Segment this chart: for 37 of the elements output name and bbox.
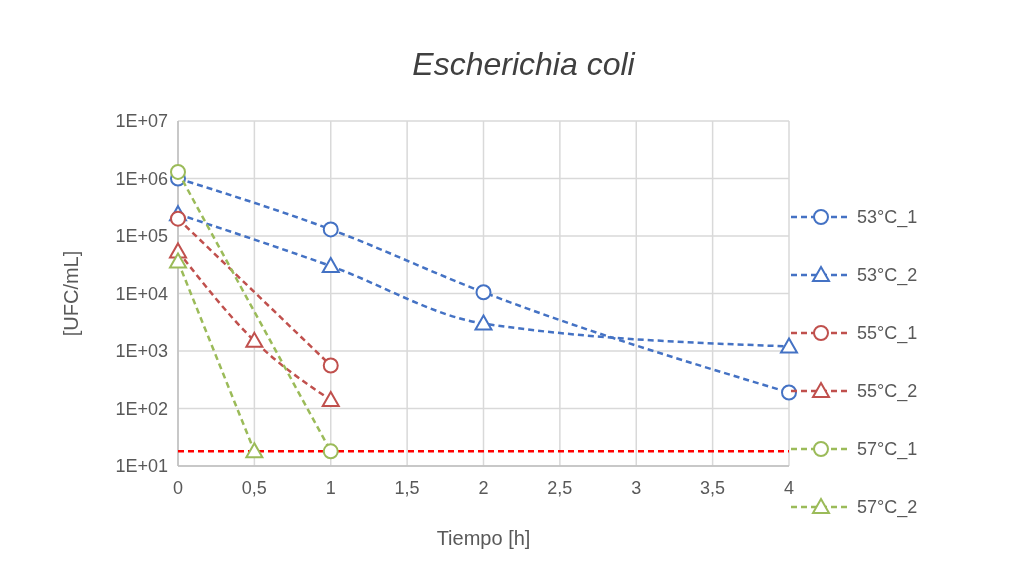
legend-label: 55°C_1 — [857, 323, 918, 345]
x-axis-title: Tiempo [h] — [436, 527, 531, 549]
point — [474, 314, 493, 331]
point — [322, 357, 339, 374]
y-tick-label: 1E+03 — [115, 341, 168, 362]
y-tick-label: 1E+06 — [115, 168, 168, 189]
legend-label: 57°C_2 — [857, 497, 918, 519]
point — [781, 384, 797, 401]
y-tick-label: 1E+02 — [115, 398, 168, 419]
point — [475, 284, 492, 301]
x-tick-label: 4 — [783, 478, 795, 498]
x-tick-label: 3,5 — [700, 478, 726, 498]
y-tick-label: 1E+01 — [115, 456, 168, 477]
point — [780, 337, 798, 354]
point — [321, 391, 340, 408]
point — [322, 221, 339, 238]
x-tick-label: 0,5 — [241, 478, 267, 498]
y-tick-label: 1E+04 — [115, 283, 168, 304]
point — [322, 443, 339, 460]
y-axis-title: [UFC/mL] — [60, 250, 82, 337]
point — [170, 163, 186, 180]
legend-label: 53°C_2 — [857, 265, 918, 287]
y-tick-label: 1E+05 — [115, 226, 168, 247]
point — [170, 210, 186, 227]
x-tick-label: 2,5 — [547, 478, 573, 498]
x-tick-label: 3 — [631, 478, 642, 498]
x-tick-label: 0 — [172, 478, 184, 498]
x-tick-label: 1,5 — [394, 478, 420, 498]
chart-title: Escherichia coli — [412, 46, 636, 82]
point — [321, 257, 340, 274]
legend-label: 57°C_1 — [857, 439, 918, 461]
y-tick-label: 1E+07 — [115, 111, 168, 132]
point — [245, 331, 264, 348]
legend-label: 55°C_2 — [857, 381, 918, 403]
x-tick-label: 1 — [325, 478, 336, 498]
x-tick-label: 2 — [478, 478, 489, 498]
legend-label: 53°C_1 — [857, 207, 918, 229]
